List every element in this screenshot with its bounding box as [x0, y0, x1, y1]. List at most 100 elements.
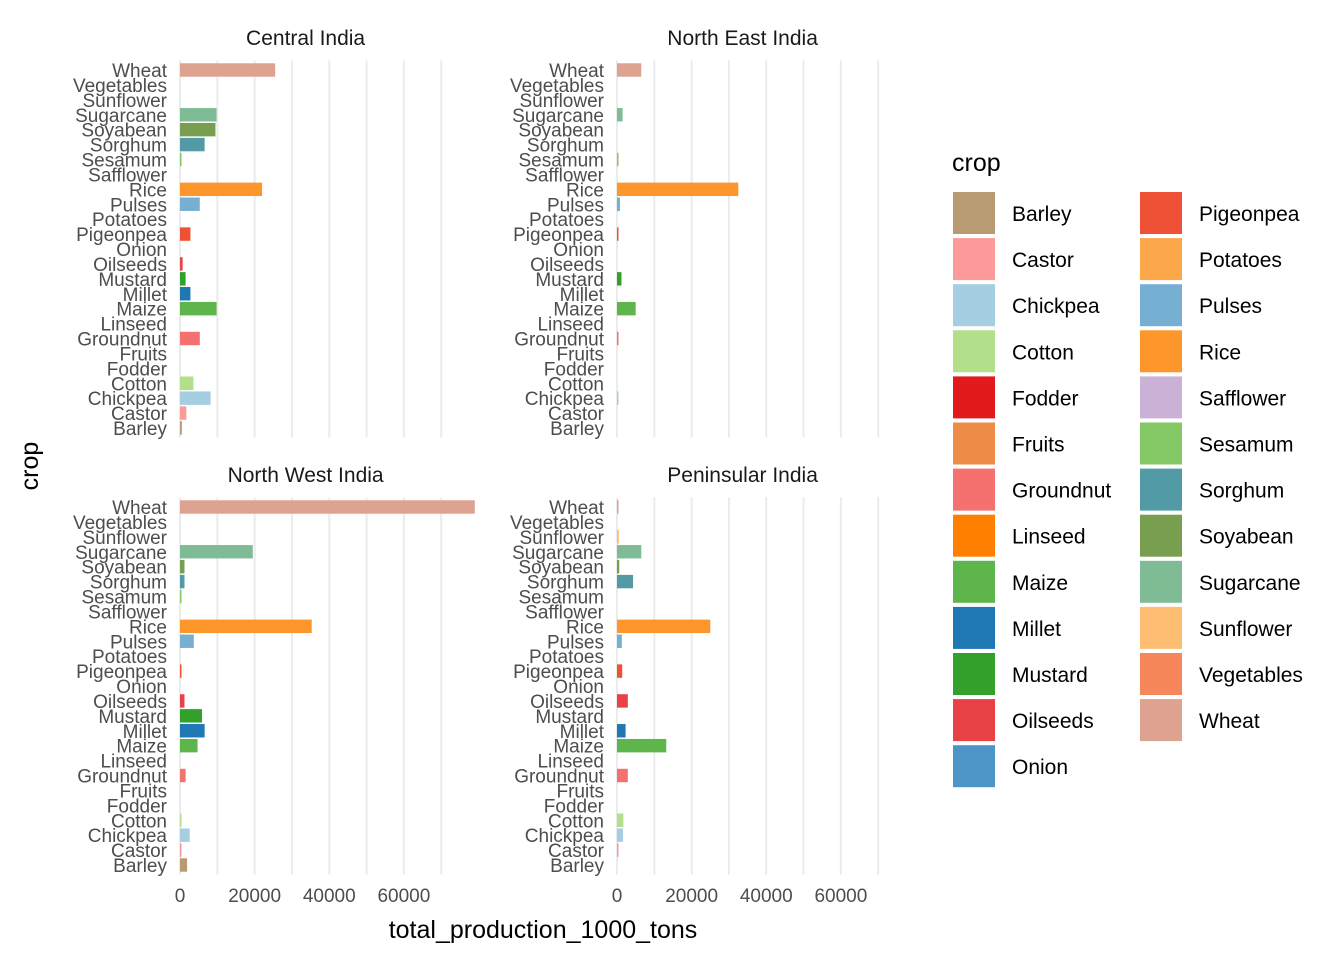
legend-label: Millet: [1012, 618, 1061, 641]
y-tick-label: Fodder: [107, 359, 168, 380]
facet-title: North East India: [667, 27, 818, 50]
bar: [180, 589, 182, 604]
y-tick-label: Sunflower: [520, 528, 605, 549]
bar: [180, 574, 185, 589]
x-tick-label: 40000: [303, 886, 356, 907]
legend-item: Pigeonpea: [1140, 192, 1300, 234]
legend-label: Chickpea: [1012, 295, 1100, 318]
y-tick-label: Safflower: [88, 165, 168, 186]
x-tick-label: 0: [612, 886, 623, 907]
y-tick-label: Sugarcane: [75, 543, 167, 564]
legend-label: Groundnut: [1012, 480, 1111, 503]
y-tick-label: Sunflower: [83, 528, 168, 549]
legend-item: Cotton: [953, 330, 1074, 373]
bar: [180, 122, 216, 137]
y-tick-label: Safflower: [88, 602, 168, 623]
y-tick-label: Sugarcane: [75, 106, 167, 127]
y-tick-label: Soyabean: [81, 558, 167, 579]
y-tick-label: Safflower: [525, 602, 605, 623]
bar: [180, 724, 205, 738]
bar: [617, 152, 619, 167]
y-tick-label: Maize: [553, 737, 604, 758]
y-tick-label: Mustard: [98, 707, 167, 728]
y-tick-label: Sorghum: [527, 573, 604, 594]
y-tick-label: Pigeonpea: [513, 225, 604, 246]
y-tick-label: Mustard: [535, 707, 604, 728]
x-tick-label: 20000: [665, 886, 718, 907]
bar: [617, 694, 628, 708]
y-tick-label: Rice: [566, 180, 604, 201]
bar: [617, 530, 619, 544]
bar: [180, 406, 187, 420]
y-tick-label: Cotton: [111, 374, 167, 395]
bar: [617, 108, 623, 122]
y-tick-label: Pulses: [110, 632, 167, 653]
y-tick-label: Maize: [116, 737, 167, 758]
legend-swatch: [1140, 468, 1182, 511]
facet-panels: Central IndiaBarleyCastorChickpeaCottonF…: [73, 27, 880, 907]
legend-label: Fodder: [1012, 387, 1079, 410]
bar: [180, 500, 475, 514]
y-tick-label: Fruits: [557, 344, 605, 365]
bar: [180, 272, 186, 286]
legend-label: Castor: [1012, 249, 1074, 272]
bar: [180, 376, 194, 390]
legend-label: Sugarcane: [1199, 572, 1301, 595]
bar: [180, 197, 200, 211]
legend-swatch: [953, 699, 995, 742]
facet-title: Central India: [246, 27, 365, 50]
bar: [617, 738, 667, 753]
y-tick-label: Chickpea: [525, 389, 605, 410]
legend-swatch: [953, 745, 995, 788]
bar: [180, 709, 203, 723]
bar: [180, 137, 205, 152]
y-tick-label: Oilseeds: [530, 255, 604, 276]
x-axis-title: total_production_1000_tons: [389, 916, 698, 944]
y-tick-label: Potatoes: [92, 210, 167, 231]
legend-label: Onion: [1012, 756, 1068, 779]
y-tick-label: Barley: [113, 856, 167, 877]
bar: [180, 813, 182, 827]
bar: [180, 287, 191, 301]
legend-swatch: [1140, 560, 1182, 603]
legend-swatch: [1140, 699, 1182, 742]
legend-swatch: [1140, 330, 1182, 373]
y-tick-label: Castor: [111, 404, 168, 425]
legend-label: Vegetables: [1199, 664, 1303, 687]
legend-swatch: [1140, 514, 1182, 557]
legend-item: Sugarcane: [1140, 560, 1301, 603]
y-tick-label: Castor: [111, 841, 168, 862]
bar: [617, 768, 628, 783]
y-tick-label: Sorghum: [90, 573, 167, 594]
legend-item: Castor: [953, 238, 1074, 281]
legend-swatch: [953, 653, 995, 695]
bar: [617, 574, 634, 589]
legend-item: Onion: [953, 745, 1068, 788]
y-tick-label: Sesamum: [518, 588, 604, 609]
bar: [180, 421, 182, 435]
y-tick-label: Wheat: [549, 61, 605, 82]
bar: [180, 694, 185, 708]
y-tick-label: Safflower: [525, 165, 605, 186]
x-tick-label: 60000: [814, 886, 867, 907]
legend-item: Chickpea: [953, 284, 1100, 327]
bar: [180, 108, 217, 122]
legend-item: Potatoes: [1140, 238, 1282, 281]
legend-item: Fodder: [953, 376, 1079, 419]
bar: [617, 301, 636, 316]
facet-panel: Central IndiaBarleyCastorChickpeaCottonF…: [73, 27, 443, 440]
y-tick-label: Soyabean: [518, 121, 604, 142]
legend-item: Groundnut: [953, 468, 1111, 511]
y-tick-label: Groundnut: [514, 767, 605, 788]
y-tick-label: Soyabean: [518, 558, 604, 579]
legend-item: Pulses: [1140, 284, 1262, 327]
facet-panel: North East India BarleyCastorChickpeaCott…: [510, 27, 880, 440]
legend-label: Linseed: [1012, 526, 1086, 549]
bar: [617, 197, 620, 211]
y-tick-label: Rice: [129, 180, 167, 201]
y-tick-label: Vegetables: [73, 513, 167, 534]
bar: [180, 858, 188, 872]
y-tick-label: Vegetables: [73, 76, 167, 97]
bar: [617, 391, 619, 405]
